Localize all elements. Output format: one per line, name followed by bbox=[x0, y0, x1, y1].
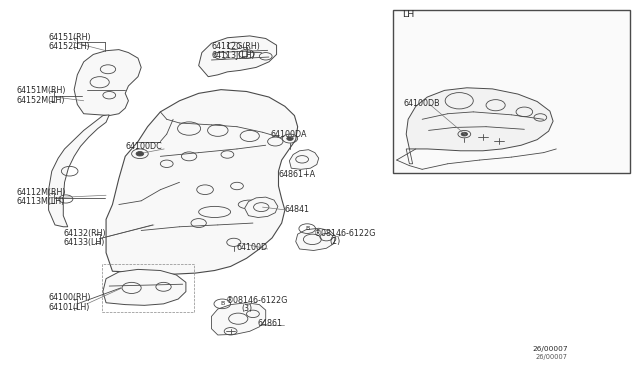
Text: 64101(LH): 64101(LH) bbox=[49, 303, 90, 312]
Text: 64100(RH): 64100(RH) bbox=[49, 294, 91, 302]
Circle shape bbox=[287, 137, 293, 140]
Text: 64100DB: 64100DB bbox=[403, 99, 440, 108]
Circle shape bbox=[461, 132, 467, 136]
Polygon shape bbox=[106, 90, 298, 274]
Polygon shape bbox=[296, 228, 335, 250]
Text: ®08146-6122G: ®08146-6122G bbox=[314, 229, 376, 238]
Text: (3): (3) bbox=[241, 304, 253, 313]
Text: 64151(RH): 64151(RH) bbox=[49, 32, 92, 42]
Text: 26/00007: 26/00007 bbox=[532, 346, 568, 352]
Text: B: B bbox=[305, 226, 309, 231]
Text: 64132(RH): 64132(RH) bbox=[63, 229, 106, 238]
Text: B: B bbox=[220, 301, 225, 307]
Text: LH: LH bbox=[402, 10, 414, 19]
Text: 64100DA: 64100DA bbox=[270, 130, 307, 140]
Polygon shape bbox=[289, 150, 319, 169]
Text: 64152(LH): 64152(LH) bbox=[49, 42, 90, 51]
Text: 64100DC: 64100DC bbox=[126, 142, 163, 151]
Text: 26/00007: 26/00007 bbox=[536, 354, 568, 360]
Text: 64112G(RH): 64112G(RH) bbox=[211, 42, 260, 51]
Text: 64152M(LH): 64152M(LH) bbox=[17, 96, 65, 105]
Text: 64113M(LH): 64113M(LH) bbox=[17, 198, 65, 206]
Polygon shape bbox=[244, 197, 278, 218]
Polygon shape bbox=[211, 303, 266, 335]
Polygon shape bbox=[74, 49, 141, 116]
Text: 64861+A: 64861+A bbox=[278, 170, 316, 179]
Polygon shape bbox=[406, 88, 553, 151]
Text: 64112M(RH): 64112M(RH) bbox=[17, 188, 66, 197]
Circle shape bbox=[136, 151, 144, 156]
Bar bbox=[102, 264, 194, 312]
Text: 64841: 64841 bbox=[285, 205, 310, 214]
Text: ®08146-6122G: ®08146-6122G bbox=[225, 296, 288, 305]
Polygon shape bbox=[103, 269, 186, 305]
Text: 64100D: 64100D bbox=[237, 243, 268, 252]
Polygon shape bbox=[198, 36, 276, 77]
Text: 64133(LH): 64133(LH) bbox=[63, 238, 105, 247]
Polygon shape bbox=[49, 115, 109, 227]
Text: 64113J(LH): 64113J(LH) bbox=[211, 51, 255, 60]
Text: 64861: 64861 bbox=[257, 320, 282, 328]
Text: 64151M(RH): 64151M(RH) bbox=[17, 86, 66, 95]
Text: (2): (2) bbox=[330, 237, 341, 246]
Bar bbox=[394, 10, 630, 173]
